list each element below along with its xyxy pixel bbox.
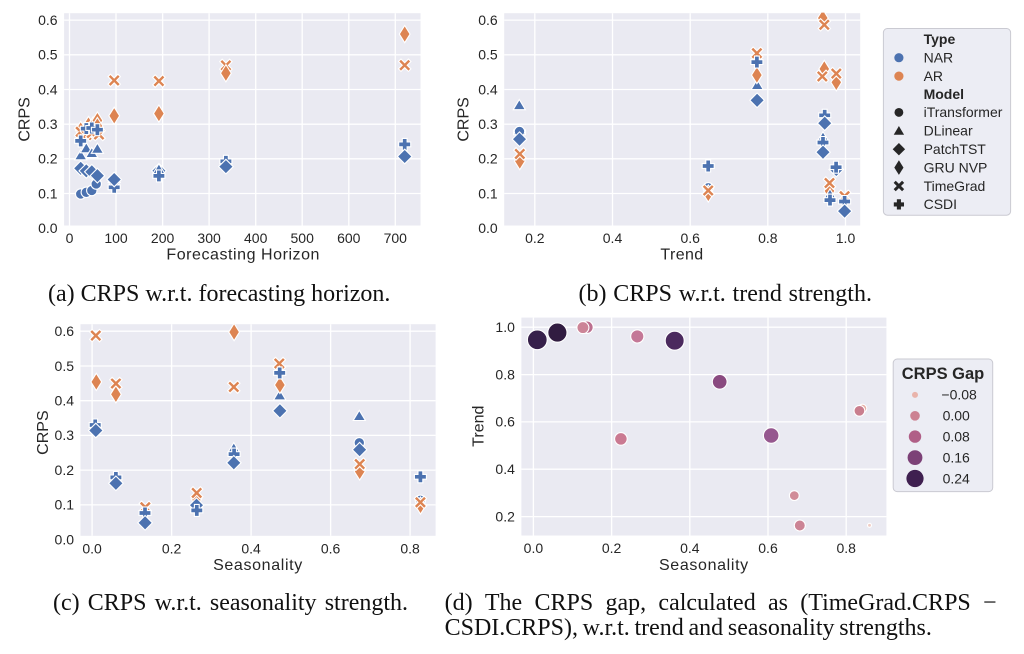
svg-text:100: 100 [104,230,128,246]
svg-text:CRPS: CRPS [455,97,472,141]
svg-text:CRPS Gap: CRPS Gap [902,365,985,383]
svg-text:0.8: 0.8 [758,230,778,246]
svg-text:Forecasting Horizon: Forecasting Horizon [166,247,320,264]
svg-text:0.2: 0.2 [38,151,58,167]
svg-text:AR: AR [924,68,943,84]
svg-text:0.8: 0.8 [495,366,515,382]
svg-text:0.0: 0.0 [478,220,498,236]
svg-text:1.0: 1.0 [836,230,856,246]
svg-text:600: 600 [337,230,361,246]
svg-text:0.6: 0.6 [55,323,75,339]
svg-text:0.4: 0.4 [495,461,515,477]
svg-text:200: 200 [151,230,175,246]
svg-text:0.5: 0.5 [478,47,498,63]
svg-text:0.2: 0.2 [495,508,515,524]
svg-text:0.6: 0.6 [321,540,341,556]
svg-text:0.2: 0.2 [525,230,545,246]
svg-text:0.1: 0.1 [55,497,75,513]
svg-text:CSDI: CSDI [924,196,957,212]
svg-text:0.0: 0.0 [524,540,544,556]
svg-text:0.4: 0.4 [55,393,75,409]
svg-text:0.0: 0.0 [82,540,102,556]
svg-text:700: 700 [384,230,408,246]
svg-text:0.4: 0.4 [478,81,498,97]
svg-text:Seasonality: Seasonality [213,557,303,574]
svg-text:Model: Model [924,86,964,102]
svg-text:TimeGrad: TimeGrad [924,178,986,194]
svg-text:0.8: 0.8 [836,540,856,556]
svg-text:0.4: 0.4 [38,81,58,97]
svg-text:Type: Type [924,31,956,47]
svg-text:0.6: 0.6 [758,540,778,556]
svg-text:0.3: 0.3 [38,116,58,132]
svg-text:0.0: 0.0 [55,531,75,547]
svg-text:0.3: 0.3 [55,427,75,443]
svg-text:0.00: 0.00 [943,408,970,424]
svg-text:CRPS: CRPS [35,410,52,454]
svg-text:0.6: 0.6 [38,12,58,28]
svg-text:GRU NVP: GRU NVP [924,159,988,175]
svg-text:iTransformer: iTransformer [924,104,1003,120]
svg-text:0.6: 0.6 [478,12,498,28]
svg-text:PatchTST: PatchTST [924,141,987,157]
svg-text:Trend: Trend [470,406,487,447]
svg-text:0.6: 0.6 [495,414,515,430]
svg-text:300: 300 [197,230,221,246]
svg-text:0.6: 0.6 [680,230,700,246]
svg-text:0.0: 0.0 [38,220,58,236]
svg-text:0.8: 0.8 [400,540,420,556]
svg-text:0.2: 0.2 [55,462,75,478]
svg-text:Trend: Trend [660,247,703,264]
svg-text:0: 0 [66,230,74,246]
svg-text:CRPS: CRPS [17,97,34,141]
svg-text:400: 400 [244,230,268,246]
svg-text:0.4: 0.4 [241,540,261,556]
svg-text:−0.08: −0.08 [941,387,977,403]
svg-text:0.4: 0.4 [603,230,623,246]
svg-text:0.2: 0.2 [162,540,182,556]
svg-text:0.2: 0.2 [478,151,498,167]
svg-text:500: 500 [291,230,315,246]
svg-text:0.2: 0.2 [602,540,622,556]
svg-text:0.1: 0.1 [38,185,58,201]
svg-text:0.5: 0.5 [38,47,58,63]
svg-text:0.24: 0.24 [943,470,970,486]
svg-text:0.3: 0.3 [478,116,498,132]
svg-text:0.16: 0.16 [943,449,970,465]
svg-text:0.4: 0.4 [680,540,700,556]
svg-text:NAR: NAR [924,50,954,66]
svg-text:1.0: 1.0 [495,319,515,335]
svg-text:DLinear: DLinear [924,123,973,139]
svg-text:0.08: 0.08 [943,428,970,444]
svg-text:Seasonality: Seasonality [659,557,749,574]
svg-text:0.5: 0.5 [55,358,75,374]
svg-text:0.1: 0.1 [478,185,498,201]
